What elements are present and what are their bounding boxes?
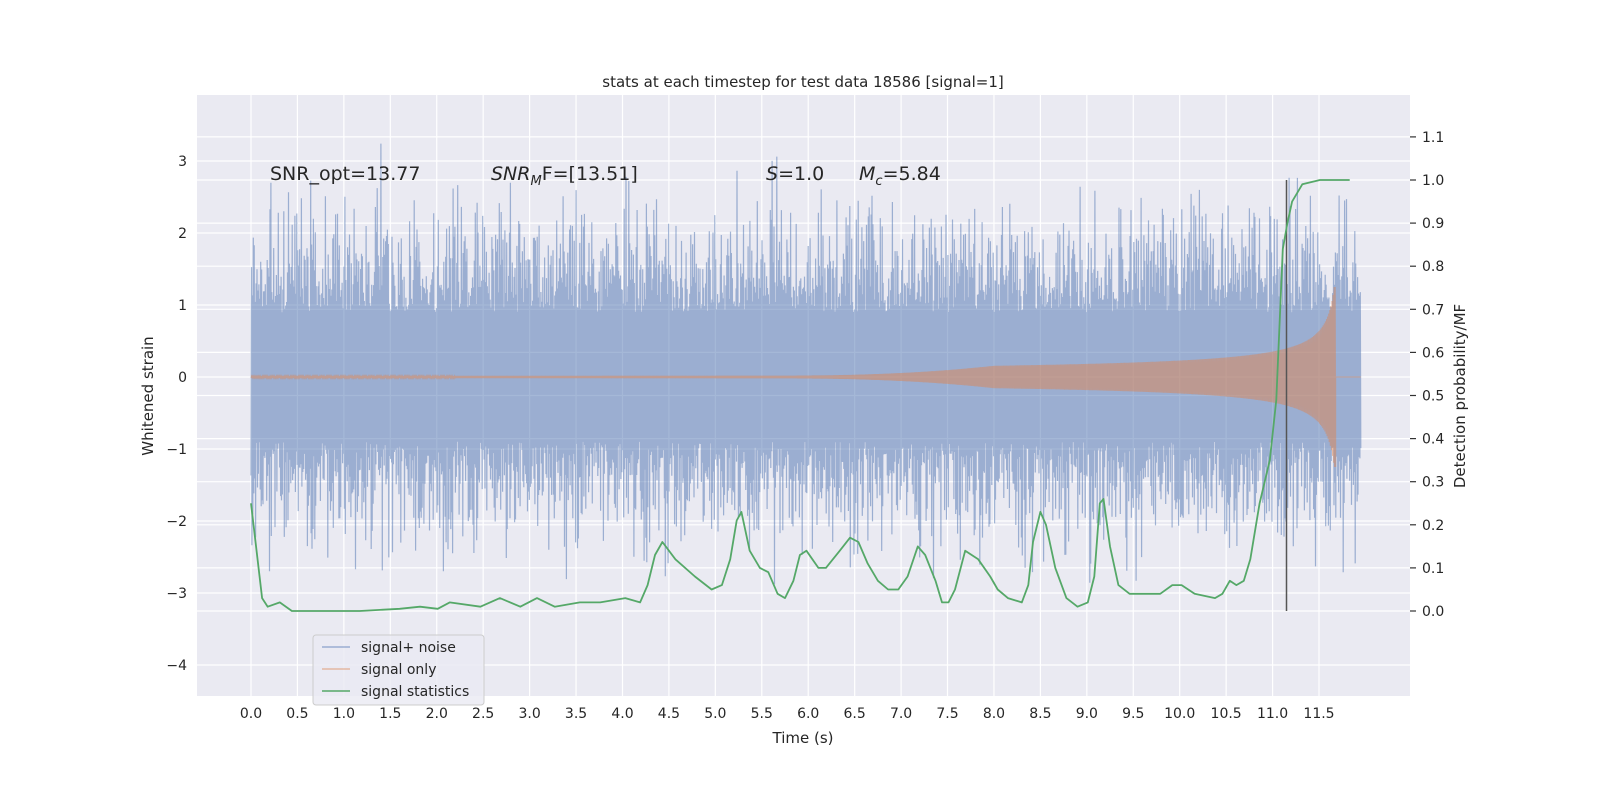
x-tick-label: 4.0 <box>611 706 633 722</box>
x-tick-label: 8.5 <box>1029 706 1051 722</box>
x-tick-label: 6.0 <box>797 706 819 722</box>
x-axis-label: Time (s) <box>772 729 834 747</box>
x-tick-label: 1.0 <box>333 706 355 722</box>
x-tick-label: 9.5 <box>1122 706 1144 722</box>
annotation-snr-opt: SNR_opt=13.77 <box>270 163 420 185</box>
x-tick-label: 3.0 <box>518 706 540 722</box>
y-right-tick-label: 0.2 <box>1422 518 1444 534</box>
y-tick-label: −1 <box>166 442 187 458</box>
series-signal-only <box>250 286 1361 468</box>
y-tick-label: −3 <box>166 586 187 602</box>
y-axis-right-label: Detection probability/MF <box>1451 304 1469 488</box>
y-right-tick-label: 0.9 <box>1422 216 1444 232</box>
x-tick-label: 7.0 <box>890 706 912 722</box>
chart-title: stats at each timestep for test data 185… <box>602 73 1003 91</box>
y-right-tick-label: 0.8 <box>1422 259 1444 275</box>
x-tick-label: 0.0 <box>240 706 262 722</box>
x-tick-label: 10.5 <box>1211 706 1242 722</box>
x-tick-label: 9.0 <box>1076 706 1098 722</box>
x-tick-label: 4.5 <box>658 706 680 722</box>
plot-marks <box>250 143 1362 612</box>
x-tick-label: 1.5 <box>379 706 401 722</box>
y-right-tick-label: 0.6 <box>1422 345 1444 361</box>
x-tick-label: 8.0 <box>983 706 1005 722</box>
legend: signal+ noise signal only signal statist… <box>312 634 485 706</box>
y-tick-label: 2 <box>178 226 187 242</box>
y-tick-label: 3 <box>178 154 187 170</box>
x-tick-label: 3.5 <box>565 706 587 722</box>
y-tick-label: 1 <box>178 298 187 314</box>
y-right-tick-label: 0.5 <box>1422 389 1444 405</box>
y-right-tick-label: 0.4 <box>1422 432 1444 448</box>
annotation-s: S=1.0 <box>766 163 824 185</box>
x-tick-label: 5.5 <box>751 706 773 722</box>
y-tick-label: −4 <box>166 658 187 674</box>
x-tick-label: 5.0 <box>704 706 726 722</box>
x-tick-label: 10.0 <box>1164 706 1195 722</box>
y-right-tick-label: 0.3 <box>1422 475 1444 491</box>
y-right-tick-label: 0.7 <box>1422 302 1444 318</box>
x-tick-label: 2.0 <box>426 706 448 722</box>
legend-label-signal: signal only <box>361 662 436 678</box>
y-tick-label: 0 <box>178 370 187 386</box>
annotation-mc: Mc=5.84 <box>859 163 941 189</box>
y-right-tick-label: 1.0 <box>1422 173 1444 189</box>
series-signal-statistics <box>250 179 1350 612</box>
tick-labels: 0.0 0.5 1.0 1.5 2.0 2.5 3.0 3.5 4.0 4.5 5.0 5.5 6.0 6… <box>166 130 1444 722</box>
y-tick-label: −2 <box>166 514 187 530</box>
legend-label-statistics: signal statistics <box>361 684 469 700</box>
y-right-tick-label: 0.0 <box>1422 604 1444 620</box>
y-right-tick-label: 1.1 <box>1422 130 1444 146</box>
series-signal-noise <box>250 143 1362 585</box>
annotation-snr-mf: SNRMF=[13.51] <box>491 163 638 189</box>
legend-label-noise: signal+ noise <box>361 640 456 656</box>
x-tick-label: 2.5 <box>472 706 494 722</box>
x-tick-label: 7.5 <box>936 706 958 722</box>
x-tick-label: 0.5 <box>286 706 308 722</box>
y-right-tick-label: 0.1 <box>1422 561 1444 577</box>
x-tick-label: 11.0 <box>1257 706 1288 722</box>
y-axis-label: Whitened strain <box>139 336 157 455</box>
x-tick-label: 6.5 <box>844 706 866 722</box>
x-tick-label: 11.5 <box>1303 706 1334 722</box>
